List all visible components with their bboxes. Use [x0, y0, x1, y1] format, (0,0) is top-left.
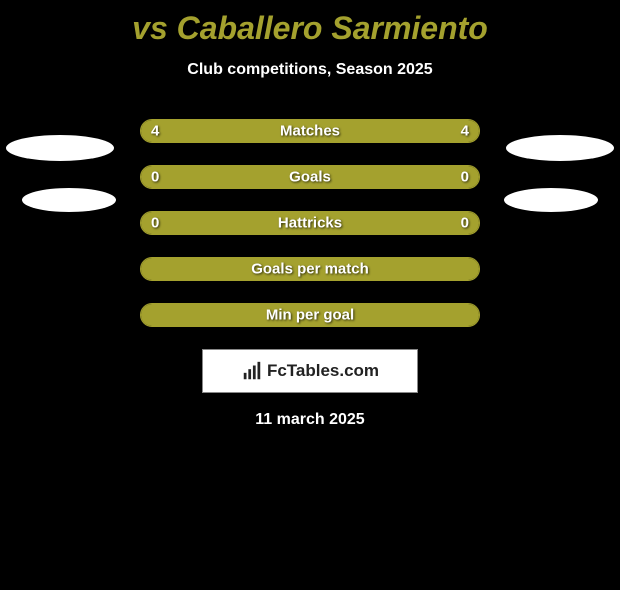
stats-container: 4 Matches 4 0 Goals 0 0 Hattricks 0 Goal…	[0, 119, 620, 327]
stat-label: Min per goal	[266, 307, 354, 324]
stat-bar: Goals per match	[140, 257, 480, 281]
stat-value-right: 4	[461, 123, 469, 140]
source-logo-label: FcTables.com	[267, 361, 379, 381]
stat-value-left: 0	[151, 215, 159, 232]
stat-bar: 0 Hattricks 0	[140, 211, 480, 235]
stat-bar-fill-left	[141, 166, 310, 188]
stat-label: Goals	[289, 169, 331, 186]
stat-label: Matches	[280, 123, 340, 140]
source-logo[interactable]: FcTables.com	[202, 349, 418, 393]
source-logo-text: FcTables.com	[241, 360, 379, 382]
stat-bar: 0 Goals 0	[140, 165, 480, 189]
stat-row: 0 Goals 0	[0, 165, 620, 189]
stat-label: Hattricks	[278, 215, 342, 232]
stat-value-left: 0	[151, 169, 159, 186]
stat-row: Min per goal	[0, 303, 620, 327]
stat-value-right: 0	[461, 215, 469, 232]
stat-value-left: 4	[151, 123, 159, 140]
stat-row: 0 Hattricks 0	[0, 211, 620, 235]
comparison-subtitle: Club competitions, Season 2025	[0, 61, 620, 79]
stat-row: 4 Matches 4	[0, 119, 620, 143]
stat-value-right: 0	[461, 169, 469, 186]
stat-bar: 4 Matches 4	[140, 119, 480, 143]
chart-icon	[241, 360, 263, 382]
stat-bar-fill-right	[310, 166, 479, 188]
snapshot-date: 11 march 2025	[0, 411, 620, 429]
stat-bar: Min per goal	[140, 303, 480, 327]
stat-row: Goals per match	[0, 257, 620, 281]
stat-label: Goals per match	[251, 261, 369, 278]
comparison-title: vs Caballero Sarmiento	[0, 10, 620, 47]
